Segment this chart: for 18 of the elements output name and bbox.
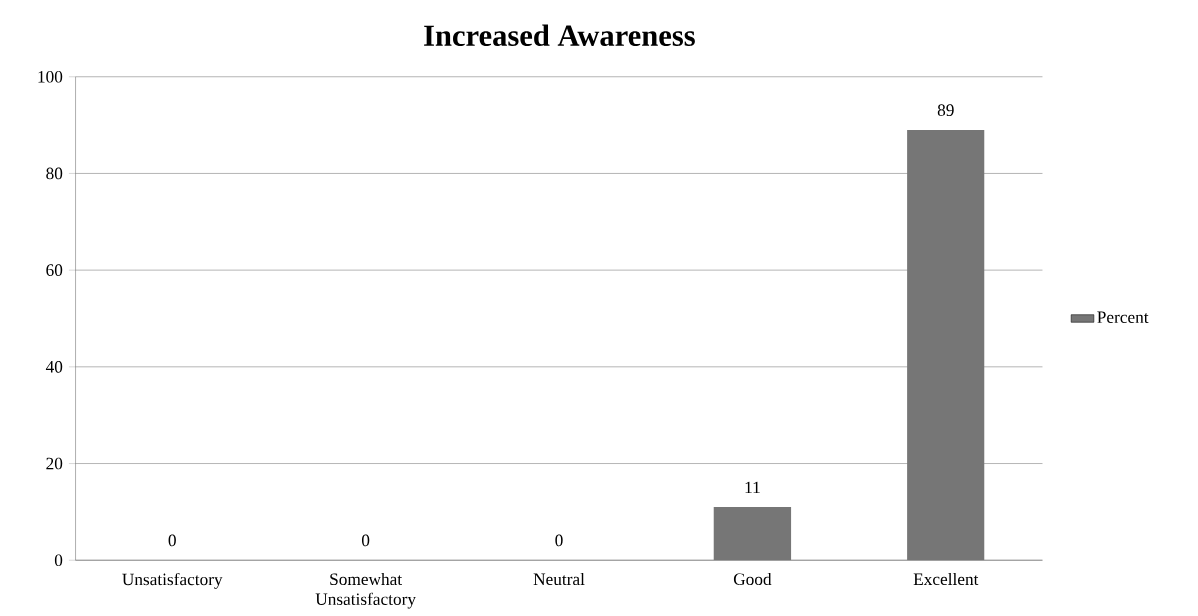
y-tick-label: 0: [54, 554, 63, 567]
data-label: 0: [361, 534, 370, 547]
x-tick-label: Neutral: [533, 572, 585, 586]
y-tick-label: 100: [38, 70, 63, 83]
data-label: 89: [937, 104, 954, 116]
data-label: 0: [168, 534, 176, 547]
x-tick-label: Unsatisfactory: [122, 572, 223, 589]
x-tick-label: Somewhat Unsatisfactory: [315, 572, 416, 609]
y-tick-label: 20: [46, 457, 63, 470]
data-label: 0: [555, 534, 563, 547]
y-tick-label: 80: [46, 167, 63, 180]
y-tick-label: 60: [46, 264, 63, 276]
chart-title: Increased Awareness: [424, 24, 695, 46]
legend-label: Percent: [1097, 311, 1149, 323]
x-tick-label: Good: [733, 572, 772, 586]
x-tick-label: Excellent: [913, 572, 979, 586]
data-label: 11: [745, 481, 760, 494]
y-tick-label: 40: [45, 361, 63, 373]
